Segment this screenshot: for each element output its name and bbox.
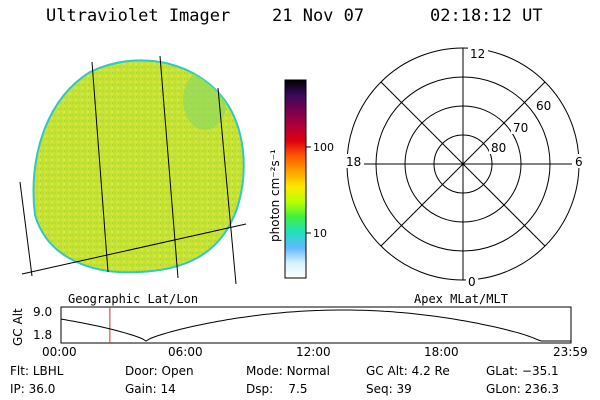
ip-value: 36.0 <box>28 382 56 396</box>
colorbar: 100 10 photon cm⁻²s⁻¹ <box>268 79 334 279</box>
meridian-line <box>217 87 237 285</box>
geographic-image-panel <box>19 55 247 285</box>
alt-xtick: 12:00 <box>296 345 331 359</box>
altitude-ylabel: GC Alt <box>11 308 25 346</box>
meridian-line <box>159 55 179 279</box>
mlat-label-70: 70 <box>513 121 528 135</box>
observation-date: 21 Nov 07 <box>272 6 365 26</box>
mlt-label-12: 12 <box>470 47 485 61</box>
apex-caption: Apex MLat/MLT <box>414 292 508 306</box>
glat-value: −35.1 <box>521 364 559 378</box>
status-seq: Seq: 39 <box>366 382 412 396</box>
mlt-label-18: 18 <box>346 155 361 169</box>
mlt-label-6: 6 <box>575 155 583 169</box>
altitude-plot-frame <box>60 306 572 344</box>
geographic-caption: Geographic Lat/Lon <box>68 292 199 306</box>
meridian-line <box>19 181 33 277</box>
geo-grid-lines <box>19 55 247 285</box>
status-gc-alt: GC Alt: 4.2 Re <box>366 364 450 378</box>
mlat-label-60: 60 <box>536 99 551 113</box>
glon-value: 236.3 <box>524 382 559 396</box>
mlt-diagonal <box>380 81 546 247</box>
colorbar-tick-label: 100 <box>313 141 334 154</box>
filter-value: LBHL <box>32 364 64 378</box>
meridian-line <box>91 61 109 273</box>
polar-labels: 12 18 6 0 60 70 80 <box>344 46 584 289</box>
status-door: Door: Open <box>125 364 194 378</box>
status-dsp: Dsp: 7.5 <box>246 382 308 396</box>
gain-value: 14 <box>160 382 176 396</box>
app-title: Ultraviolet Imager <box>46 6 231 26</box>
alt-ytick-low: 1.8 <box>33 328 53 342</box>
mlat-label-80: 80 <box>491 141 506 155</box>
status-filter: Flt: LBHL <box>10 364 64 378</box>
parallel-line <box>21 223 247 275</box>
polar-mlt-dial <box>346 47 580 281</box>
status-ip: IP: 36.0 <box>10 382 56 396</box>
door-value: Open <box>161 364 194 378</box>
altitude-plot: GC Alt <box>11 306 572 346</box>
status-glon: GLon: 236.3 <box>486 382 559 396</box>
alt-ytick-high: 9.0 <box>33 305 53 319</box>
alt-xtick: 23:59 <box>553 345 588 359</box>
mode-value: Normal <box>286 364 330 378</box>
alt-xtick: 00:00 <box>42 345 77 359</box>
gc-alt-value: 4.2 Re <box>411 364 450 378</box>
status-mode: Mode: Normal <box>246 364 330 378</box>
colorbar-strip <box>284 79 307 279</box>
status-glat: GLat: −35.1 <box>486 364 559 378</box>
disk-dim-region <box>183 70 227 130</box>
alt-xtick: 18:00 <box>424 345 459 359</box>
dsp-value: 7.5 <box>288 382 308 396</box>
mlt-label-0: 0 <box>468 275 476 289</box>
colorbar-label: photon cm⁻²s⁻¹ <box>268 149 282 242</box>
colorbar-ticks: 100 10 <box>306 141 334 240</box>
colorbar-tick-label: 10 <box>313 227 327 240</box>
seq-value: 39 <box>396 382 412 396</box>
observation-time: 02:18:12 UT <box>430 6 543 26</box>
alt-xtick: 06:00 <box>168 345 203 359</box>
status-gain: Gain: 14 <box>125 382 176 396</box>
altitude-curve <box>60 309 571 342</box>
